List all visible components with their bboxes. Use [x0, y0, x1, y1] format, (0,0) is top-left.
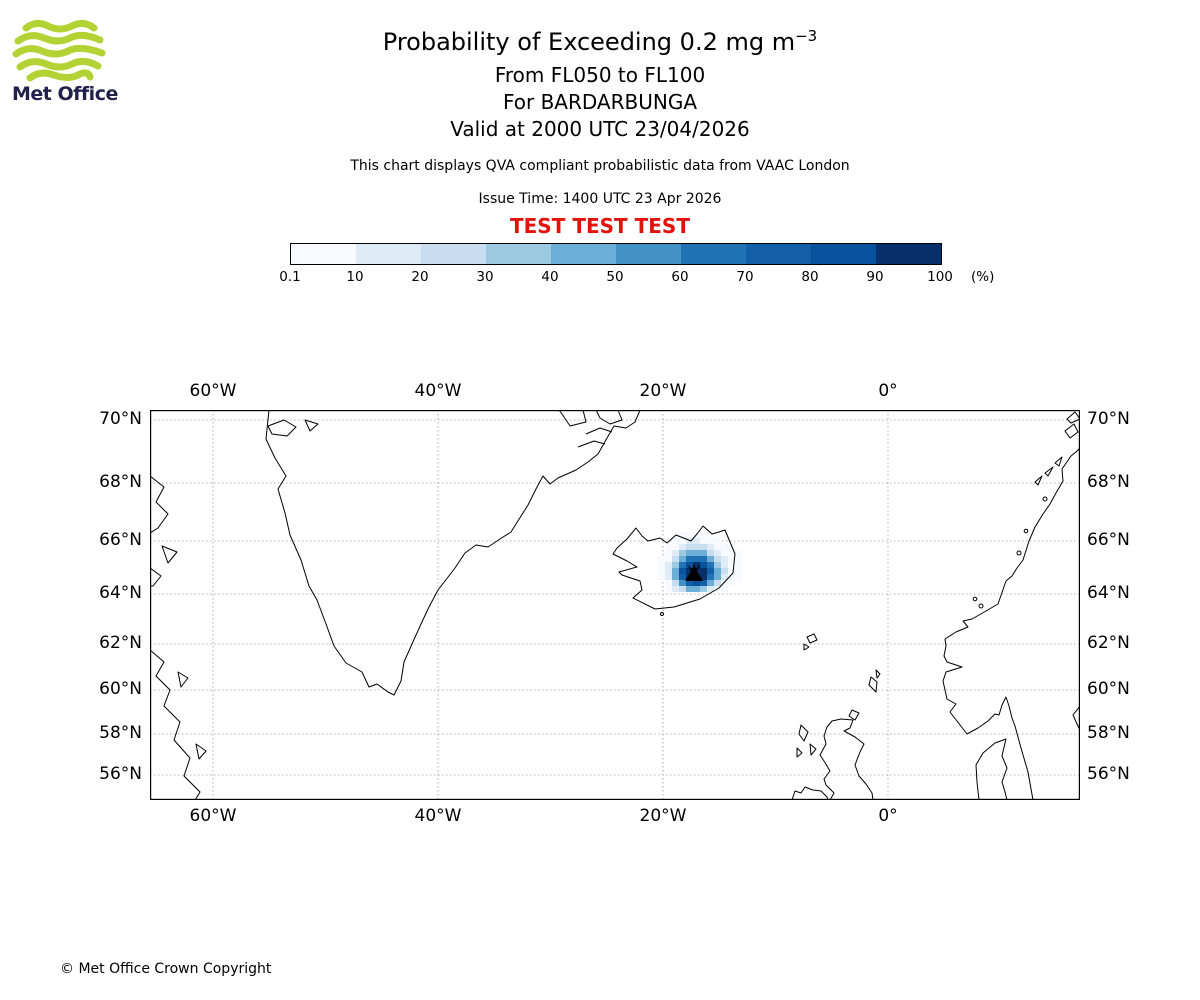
colorbar-segment: [356, 244, 421, 264]
colorbar-segment: [876, 244, 941, 264]
axis-tick-label: 40°W: [414, 381, 462, 401]
subtitle-line: From FL050 to FL100: [494, 63, 706, 87]
axis-tick-label: 66°N: [99, 530, 142, 550]
colorbar-tick-label: 0.1: [279, 269, 301, 285]
ash-probability-heatmap: [658, 532, 742, 592]
island-hebrides: [796, 724, 817, 758]
colorbar-segment: [291, 244, 356, 264]
coastline-iceland: [612, 525, 736, 610]
axis-tick-label: 20°W: [639, 806, 687, 826]
axis-tick-label: 70°N: [99, 409, 142, 429]
subtitle-line: For BARDARBUNGA: [502, 90, 698, 114]
axis-tick-label: 60°N: [1087, 679, 1130, 699]
island-vestmannaeyjar: [660, 612, 664, 616]
axis-tick-label: 0°: [878, 806, 898, 826]
coastline-baffin: [150, 475, 178, 587]
island-shetland: [868, 669, 881, 693]
colorbar-tick-label: 100: [927, 269, 953, 285]
colorbar-segment: [746, 244, 811, 264]
coastlines: [150, 410, 1080, 800]
colorbar-tick-label: 40: [541, 269, 559, 285]
map-border: [150, 410, 1080, 800]
coastline-labrador: [150, 649, 207, 800]
coastline-scotland: [819, 718, 874, 800]
met-office-logo: Met Office: [12, 20, 132, 105]
islands-senja: [1064, 411, 1080, 439]
qva-note: This chart displays QVA compliant probab…: [350, 158, 850, 174]
islands-lofoten: [1034, 456, 1063, 486]
axis-tick-label: 68°N: [1087, 472, 1130, 492]
island-disko: [267, 419, 319, 437]
page-title: Probability of Exceeding 0.2 mg m−3: [382, 27, 818, 56]
logo-text: Met Office: [12, 83, 118, 105]
colorbar-segment: [811, 244, 876, 264]
colorbar-segment: [616, 244, 681, 264]
coastline-greenland: [265, 410, 641, 696]
colorbar-unit-label: (%): [971, 269, 995, 285]
axis-tick-label: 62°N: [1087, 633, 1130, 653]
axis-tick-label: 68°N: [99, 472, 142, 492]
met-office-waves-icon: [12, 20, 106, 82]
axis-tick-label: 56°N: [99, 764, 142, 784]
test-banner: TEST TEST TEST: [510, 214, 690, 238]
coastline-denmark: [975, 738, 1008, 800]
volcano-marker-icon: [685, 564, 703, 581]
colorbar-tick-label: 60: [671, 269, 689, 285]
island-orkney: [848, 709, 860, 721]
axis-tick-label: 60°W: [189, 806, 237, 826]
island-faroe: [803, 633, 818, 651]
graticule-gridlines: [150, 410, 1080, 800]
axis-tick-label: 64°N: [99, 583, 142, 603]
colorbar-tick-label: 80: [801, 269, 819, 285]
coastline-ireland: [791, 786, 829, 800]
coastline-norway: [942, 447, 1080, 800]
colorbar-tick-label: 90: [866, 269, 884, 285]
axis-tick-label: 64°N: [1087, 583, 1130, 603]
axis-tick-label: 60°W: [189, 381, 237, 401]
axis-tick-label: 58°N: [99, 723, 142, 743]
colorbar-segment: [486, 244, 551, 264]
copyright-notice: © Met Office Crown Copyright: [60, 961, 272, 977]
coastline-sweden-baltic: [1072, 705, 1080, 731]
map-canvas: [150, 410, 1080, 800]
axis-tick-label: 20°W: [639, 381, 687, 401]
colorbar-tick-label: 70: [736, 269, 754, 285]
probability-colorbar: [290, 243, 942, 265]
axis-tick-label: 60°N: [99, 679, 142, 699]
axis-tick-label: 58°N: [1087, 723, 1130, 743]
axis-tick-label: 0°: [878, 381, 898, 401]
axis-tick-label: 66°N: [1087, 530, 1130, 550]
axis-tick-label: 56°N: [1087, 764, 1130, 784]
subtitle-line: Valid at 2000 UTC 23/04/2026: [450, 117, 750, 141]
axis-tick-label: 40°W: [414, 806, 462, 826]
colorbar-tick-label: 10: [346, 269, 364, 285]
colorbar-tick-label: 20: [411, 269, 429, 285]
colorbar-segment: [421, 244, 486, 264]
issue-time: Issue Time: 1400 UTC 23 Apr 2026: [478, 191, 722, 207]
colorbar-segment: [681, 244, 746, 264]
coastline-scoresby-fjords: [558, 410, 623, 448]
colorbar-tick-label: 50: [606, 269, 624, 285]
colorbar-tick-label: 30: [476, 269, 494, 285]
axis-tick-label: 62°N: [99, 633, 142, 653]
subtitle-block: From FL050 to FL100 For BARDARBUNGA Valid …: [0, 62, 1200, 143]
islands-norway-coast: [972, 496, 1048, 609]
colorbar-segment: [551, 244, 616, 264]
axis-tick-label: 70°N: [1087, 409, 1130, 429]
